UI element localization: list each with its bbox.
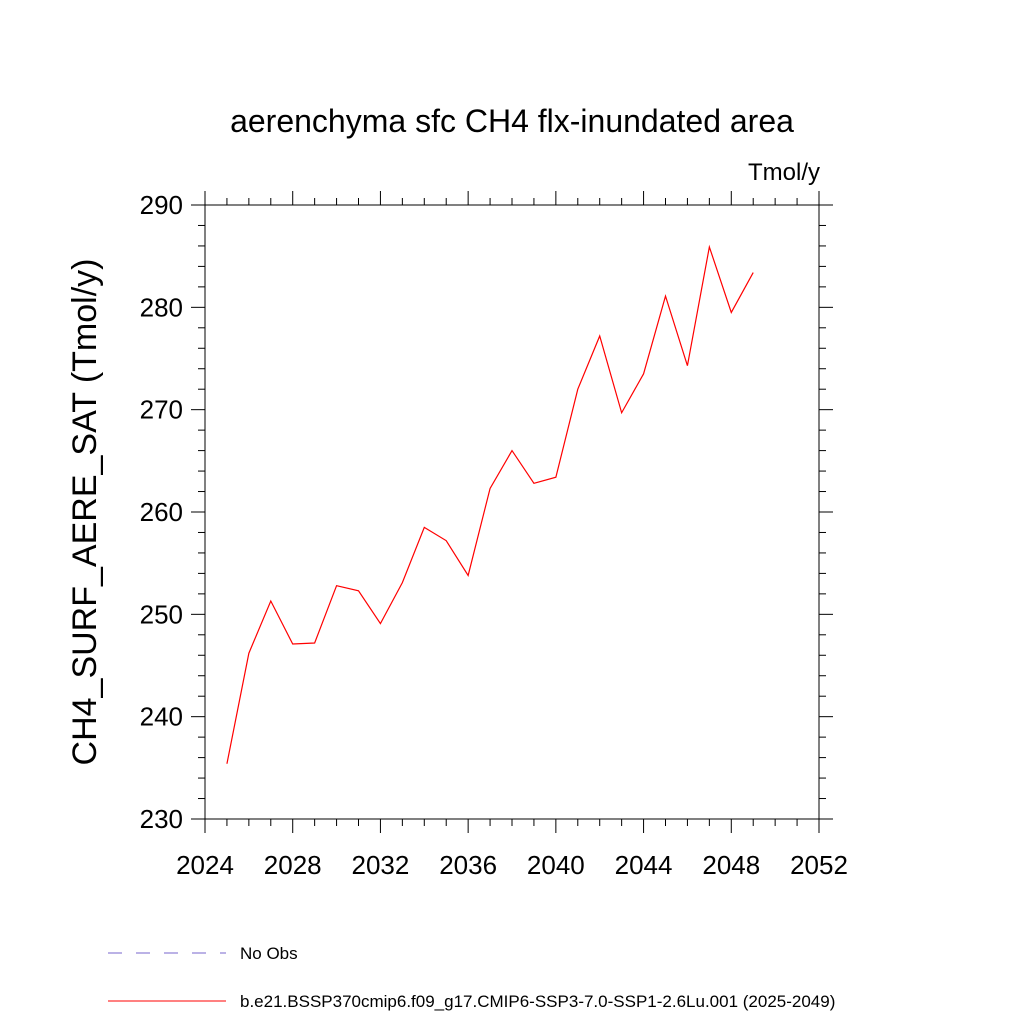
x-tick-label: 2024 <box>176 850 234 880</box>
y-tick-labels: 230 240 250 260 270 280 290 <box>140 190 183 834</box>
x-tick-label: 2052 <box>790 850 848 880</box>
y-tick-label: 260 <box>140 497 183 527</box>
x-tick-label: 2044 <box>615 850 673 880</box>
legend: No Obs b.e21.BSSP370cmip6.f09_g17.CMIP6-S… <box>108 944 835 1011</box>
x-tick-label: 2040 <box>527 850 585 880</box>
legend-label: No Obs <box>240 944 298 963</box>
x-tick-label: 2036 <box>439 850 497 880</box>
units-label: Tmol/y <box>748 159 820 186</box>
y-tick-label: 240 <box>140 702 183 732</box>
series-layer <box>226 244 754 764</box>
x-tick-labels: 2024 2028 2032 2036 2040 2044 2048 2052 <box>176 850 848 880</box>
plot-frame <box>204 204 820 820</box>
y-tick-label: 280 <box>140 292 183 322</box>
x-tick-label: 2032 <box>352 850 410 880</box>
axis-ticks <box>191 191 833 833</box>
y-axis-label: CH4_SURF_AERE_SAT (Tmol/y) <box>66 259 104 766</box>
x-tick-label: 2048 <box>702 850 760 880</box>
x-tick-label: 2028 <box>264 850 322 880</box>
series-line <box>226 244 754 764</box>
chart-title: aerenchyma sfc CH4 flx-inundated area <box>230 103 794 139</box>
y-tick-label: 270 <box>140 395 183 425</box>
legend-label: b.e21.BSSP370cmip6.f09_g17.CMIP6-SSP3-7.… <box>240 992 835 1011</box>
y-tick-label: 290 <box>140 190 183 220</box>
y-tick-label: 230 <box>140 804 183 834</box>
y-tick-label: 250 <box>140 599 183 629</box>
